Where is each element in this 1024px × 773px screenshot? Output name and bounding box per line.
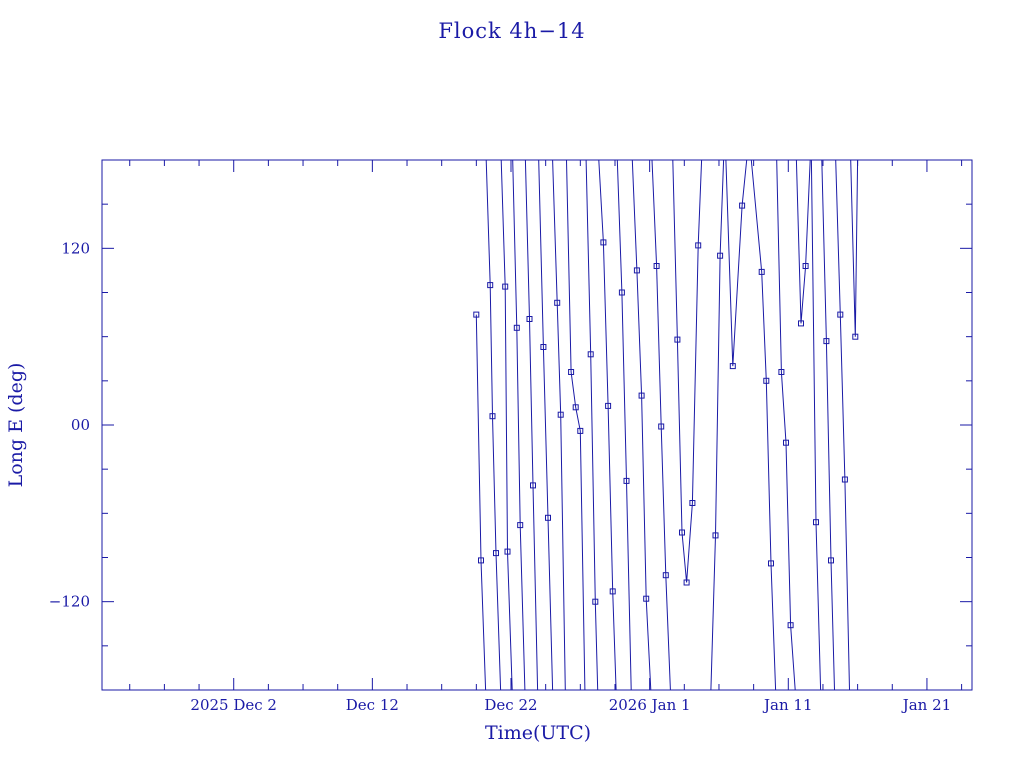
x-tick-label: Jan 21: [901, 696, 951, 714]
x-tick-label: Dec 22: [484, 696, 537, 714]
data-point: [679, 529, 685, 536]
x-tick-label: 2026 Jan 1: [609, 696, 691, 714]
x-axis-label: Time(UTC): [485, 722, 591, 744]
data-point: [662, 572, 669, 579]
series-line: [672, 159, 703, 583]
series-line: [585, 159, 599, 691]
data-point: [545, 514, 551, 521]
data-point: [787, 622, 794, 629]
data-point: [605, 402, 612, 409]
series-line: [835, 159, 850, 691]
data-point: [504, 548, 511, 555]
data-point: [739, 202, 746, 209]
series-line: [821, 159, 835, 691]
data-point: [638, 392, 645, 399]
data-point: [798, 320, 804, 327]
series-layer: [473, 159, 859, 691]
series-line: [475, 314, 487, 691]
data-point: [609, 588, 616, 595]
y-tick-label: 00: [71, 416, 90, 434]
y-tick-label: −120: [49, 593, 90, 611]
data-point: [557, 411, 564, 418]
data-point: [828, 557, 834, 564]
data-point: [643, 595, 650, 602]
series-line: [850, 159, 859, 337]
data-point: [689, 500, 696, 506]
data-point: [674, 336, 681, 343]
data-point: [813, 519, 819, 526]
series-line: [795, 159, 811, 324]
data-point: [768, 560, 774, 567]
data-point: [653, 263, 660, 269]
data-point: [489, 413, 496, 420]
data-point: [513, 324, 520, 331]
chart-title: Flock 4h−14: [438, 19, 585, 43]
data-point: [572, 404, 579, 411]
data-point: [823, 338, 830, 345]
data-point: [478, 557, 484, 564]
data-point: [695, 242, 702, 249]
data-point: [517, 522, 524, 529]
data-point: [577, 427, 584, 434]
series-line: [651, 159, 671, 691]
series-line: [500, 159, 513, 691]
data-point: [758, 268, 765, 275]
data-point: [554, 299, 561, 306]
data-point: [623, 477, 630, 484]
data-point: [568, 369, 575, 375]
data-point: [600, 239, 607, 246]
data-point: [473, 311, 480, 318]
data-point: [683, 579, 690, 586]
series-line: [725, 159, 748, 367]
series-line: [598, 159, 617, 691]
y-axis-label: Long E (deg): [5, 363, 27, 488]
series-line: [616, 159, 632, 691]
data-point: [802, 263, 809, 269]
data-point: [778, 369, 785, 375]
data-point: [712, 532, 719, 539]
series-line: [710, 159, 725, 691]
series-line: [524, 159, 539, 691]
x-tick-label: 2025 Dec 2: [190, 696, 277, 714]
y-tick-label: 120: [61, 239, 90, 257]
series-line: [538, 159, 554, 691]
data-point: [502, 283, 509, 290]
series-line: [566, 159, 586, 691]
series-line: [512, 159, 526, 691]
series-line: [552, 159, 566, 691]
plot-frame: [101, 159, 973, 691]
data-point: [852, 333, 859, 340]
series-line: [776, 159, 796, 691]
data-point: [783, 439, 789, 446]
data-point: [530, 482, 536, 489]
data-point: [493, 550, 499, 557]
series-line: [485, 159, 502, 691]
x-tick-label: Dec 12: [346, 696, 399, 714]
data-point: [487, 282, 494, 289]
series-line: [631, 159, 652, 691]
x-tick-label: Jan 11: [762, 696, 812, 714]
data-point: [592, 598, 599, 605]
data-point: [587, 351, 594, 358]
data-point: [633, 267, 640, 274]
data-point: [717, 252, 724, 259]
data-point: [618, 289, 625, 296]
data-point: [658, 423, 665, 430]
data-point: [729, 363, 736, 370]
data-point: [763, 377, 770, 384]
tick-layer: 2025 Dec 2 Dec 12 Dec 22 2026 Jan 1 Jan 11 Ja…: [49, 159, 972, 714]
series-line: [810, 159, 822, 691]
data-point: [841, 476, 848, 483]
series-line: [750, 159, 777, 691]
data-point: [837, 311, 844, 318]
data-point: [540, 344, 547, 350]
data-point: [526, 316, 533, 322]
